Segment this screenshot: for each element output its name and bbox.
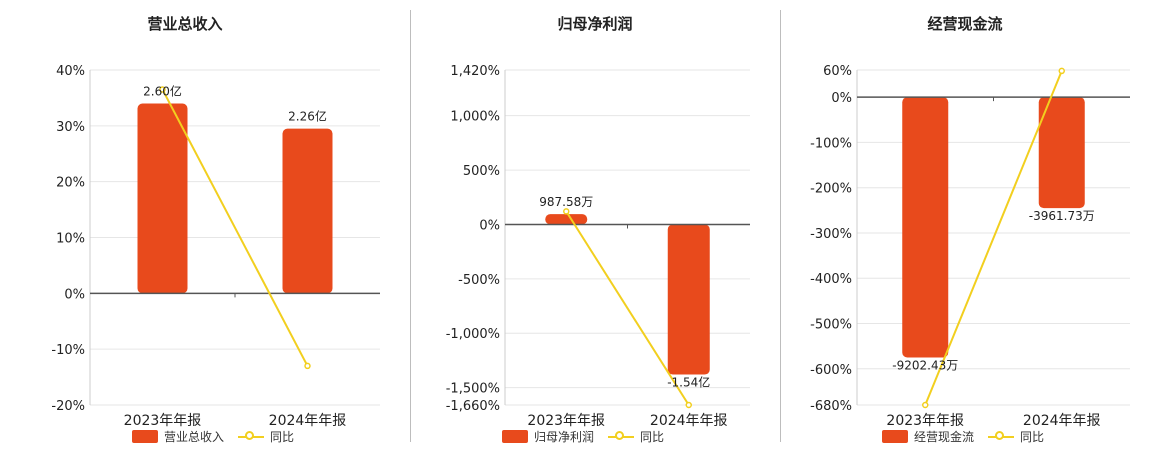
x-category-label: 2023年年报	[527, 413, 605, 429]
bar	[1038, 97, 1085, 209]
y-tick-label: 1,420%	[450, 64, 500, 79]
x-category-label: 2024年年报	[1023, 413, 1101, 429]
chart-svg: 1,420% 1,000% 500% 0% -500% -1,000% -1,500% -1,…	[446, 64, 750, 429]
chart-title: 归母净利润	[557, 15, 633, 33]
legend-bar-swatch	[132, 429, 158, 443]
legend-line-label: 同比	[270, 429, 295, 444]
y-tick-label: -300%	[810, 227, 852, 242]
bar	[902, 97, 949, 358]
yoy-point	[1058, 67, 1065, 75]
y-tick-label: -1,000%	[446, 327, 500, 342]
legend-bar-label: 营业总收入	[164, 429, 225, 444]
chart-svg: 40% 30% 20% 10% 0% -10% -20% 2.60亿 2.26亿 2023年年报 2…	[51, 64, 380, 429]
bar-data-label: -9202.43万	[892, 358, 958, 372]
legend-line-swatch	[238, 430, 265, 443]
y-tick-label: -200%	[810, 182, 852, 197]
bar	[282, 128, 333, 294]
bar	[667, 224, 710, 375]
bar	[137, 103, 188, 294]
bar-data-label: 987.58万	[539, 195, 593, 209]
y-tick-label: -1,500%	[446, 382, 500, 397]
yoy-point	[685, 401, 692, 409]
y-tick-label: 1,000%	[450, 110, 500, 125]
chart-title: 经营现金流	[927, 15, 1003, 33]
bar-data-label: 2.26亿	[288, 109, 327, 124]
y-tick-label: -500%	[458, 273, 500, 288]
x-category-label: 2024年年报	[650, 413, 728, 429]
y-tick-label: -20%	[51, 399, 85, 414]
yoy-line	[565, 210, 690, 406]
chart-panel-operating-cash-flow: 经营现金流 60% 0% -100% -200% -300% -400% -500% -600…	[780, 0, 1150, 450]
y-tick-label: 0%	[831, 91, 852, 106]
legend-line-label: 同比	[1020, 429, 1045, 444]
y-tick-label: 20%	[56, 176, 85, 191]
bar-data-label: 2.60亿	[143, 84, 182, 99]
legend-line-swatch	[988, 430, 1015, 443]
y-tick-label: 60%	[823, 64, 852, 79]
yoy-line	[161, 89, 309, 367]
x-category-label: 2023年年报	[886, 413, 964, 429]
legend-bar-swatch	[502, 429, 528, 443]
yoy-point	[563, 208, 570, 215]
y-tick-label: -600%	[810, 363, 852, 378]
chart-title: 营业总收入	[147, 15, 223, 33]
y-tick-label: -10%	[51, 343, 85, 358]
chart-panel-revenue: 营业总收入 40% 30% 20% 10% 0% -10% -20% 2.60亿 2.26亿 20…	[0, 0, 380, 450]
y-tick-label: 10%	[56, 232, 85, 247]
chart-svg: 60% 0% -100% -200% -300% -400% -500% -600% -680%…	[810, 64, 1130, 429]
y-tick-label: 500%	[463, 164, 500, 179]
y-tick-label: -100%	[810, 136, 852, 151]
legend-bar-label: 经营现金流	[914, 429, 975, 444]
legend-bar-swatch	[882, 429, 908, 443]
chart-legend: 营业总收入 同比	[132, 426, 294, 446]
y-tick-label: 40%	[56, 64, 85, 79]
bar-data-label: -1.54亿	[667, 375, 710, 390]
legend-bar-label: 归母净利润	[534, 429, 595, 444]
y-tick-label: -500%	[810, 318, 852, 333]
panel-divider	[410, 10, 411, 442]
y-tick-label: -400%	[810, 272, 852, 287]
y-tick-label: 0%	[479, 218, 500, 233]
yoy-point	[159, 86, 166, 93]
y-tick-label: 30%	[56, 120, 85, 135]
chart-panel-net-profit: 归母净利润 1,420% 1,000% 500% 0% -500% -1,000% -1,5…	[410, 0, 780, 450]
yoy-point	[922, 401, 929, 409]
chart-legend: 经营现金流 同比	[882, 426, 1044, 446]
legend-line-swatch	[608, 430, 635, 443]
y-tick-label: -1,660%	[446, 399, 500, 414]
y-tick-label: -680%	[810, 399, 852, 414]
panel-divider	[780, 10, 781, 442]
x-category-label: 2023年年报	[124, 413, 202, 429]
yoy-point	[304, 362, 311, 370]
legend-line-label: 同比	[640, 429, 665, 444]
bar-data-label: -3961.73万	[1029, 209, 1095, 223]
bar	[545, 214, 588, 225]
x-category-label: 2024年年报	[269, 413, 347, 429]
chart-legend: 归母净利润 同比	[502, 426, 664, 446]
yoy-line	[924, 70, 1063, 406]
y-tick-label: 0%	[64, 287, 85, 302]
